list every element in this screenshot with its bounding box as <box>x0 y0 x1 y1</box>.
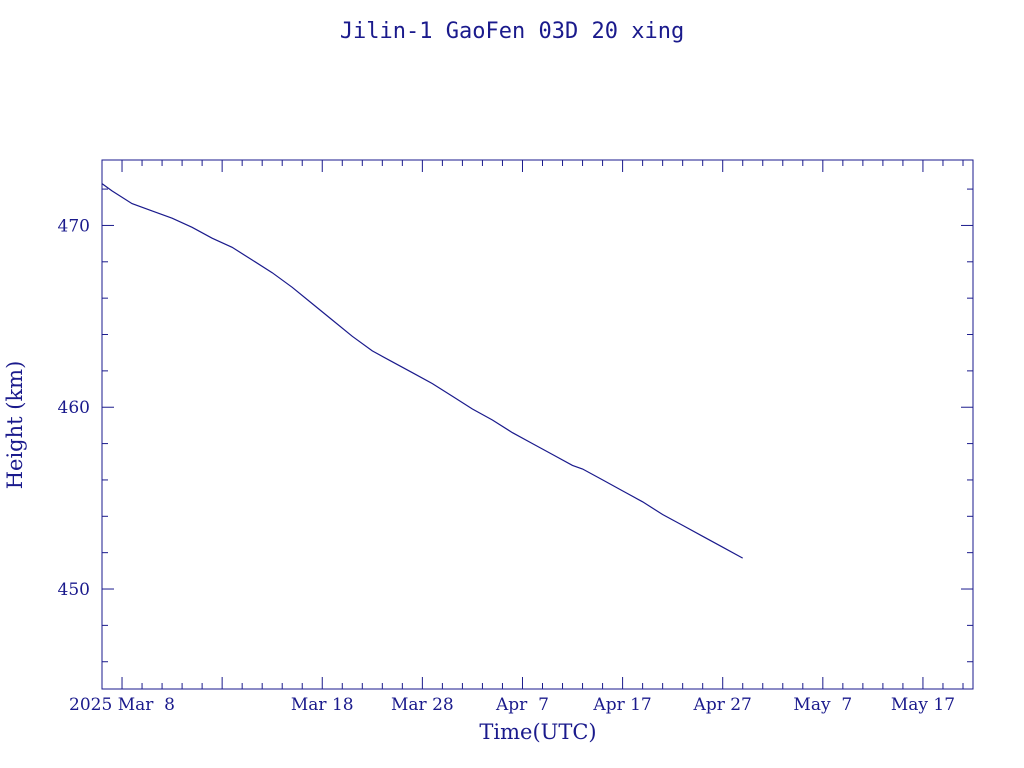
x-tick-label: Apr 27 <box>693 695 752 715</box>
x-tick-label: 2025 Mar 8 <box>69 695 175 715</box>
y-tick-label: 470 <box>58 216 90 236</box>
x-tick-label: Mar 18 <box>291 695 354 715</box>
x-tick-label: May 17 <box>891 695 955 715</box>
x-tick-label: Apr 7 <box>495 695 549 715</box>
x-axis-title: Time(UTC) <box>479 720 596 744</box>
x-tick-label: May 7 <box>793 695 852 715</box>
y-tick-label: 450 <box>58 580 90 600</box>
x-tick-label: Mar 28 <box>391 695 454 715</box>
chart-title: Jilin-1 GaoFen 03D 20 xing <box>340 19 684 44</box>
series-line <box>101 183 743 559</box>
series-group <box>101 183 743 559</box>
y-tick-label: 460 <box>58 398 90 418</box>
x-tick-label: Apr 17 <box>592 695 651 715</box>
plot-frame <box>101 159 974 690</box>
y-axis-title: Height (km) <box>3 361 27 490</box>
y-axis-ticks: 450 460 470 <box>58 188 973 663</box>
x-axis-ticks: 2025 Mar 8 Mar 18 Mar 28 Apr 7 Apr 17 Apr 27 M… <box>69 160 964 715</box>
